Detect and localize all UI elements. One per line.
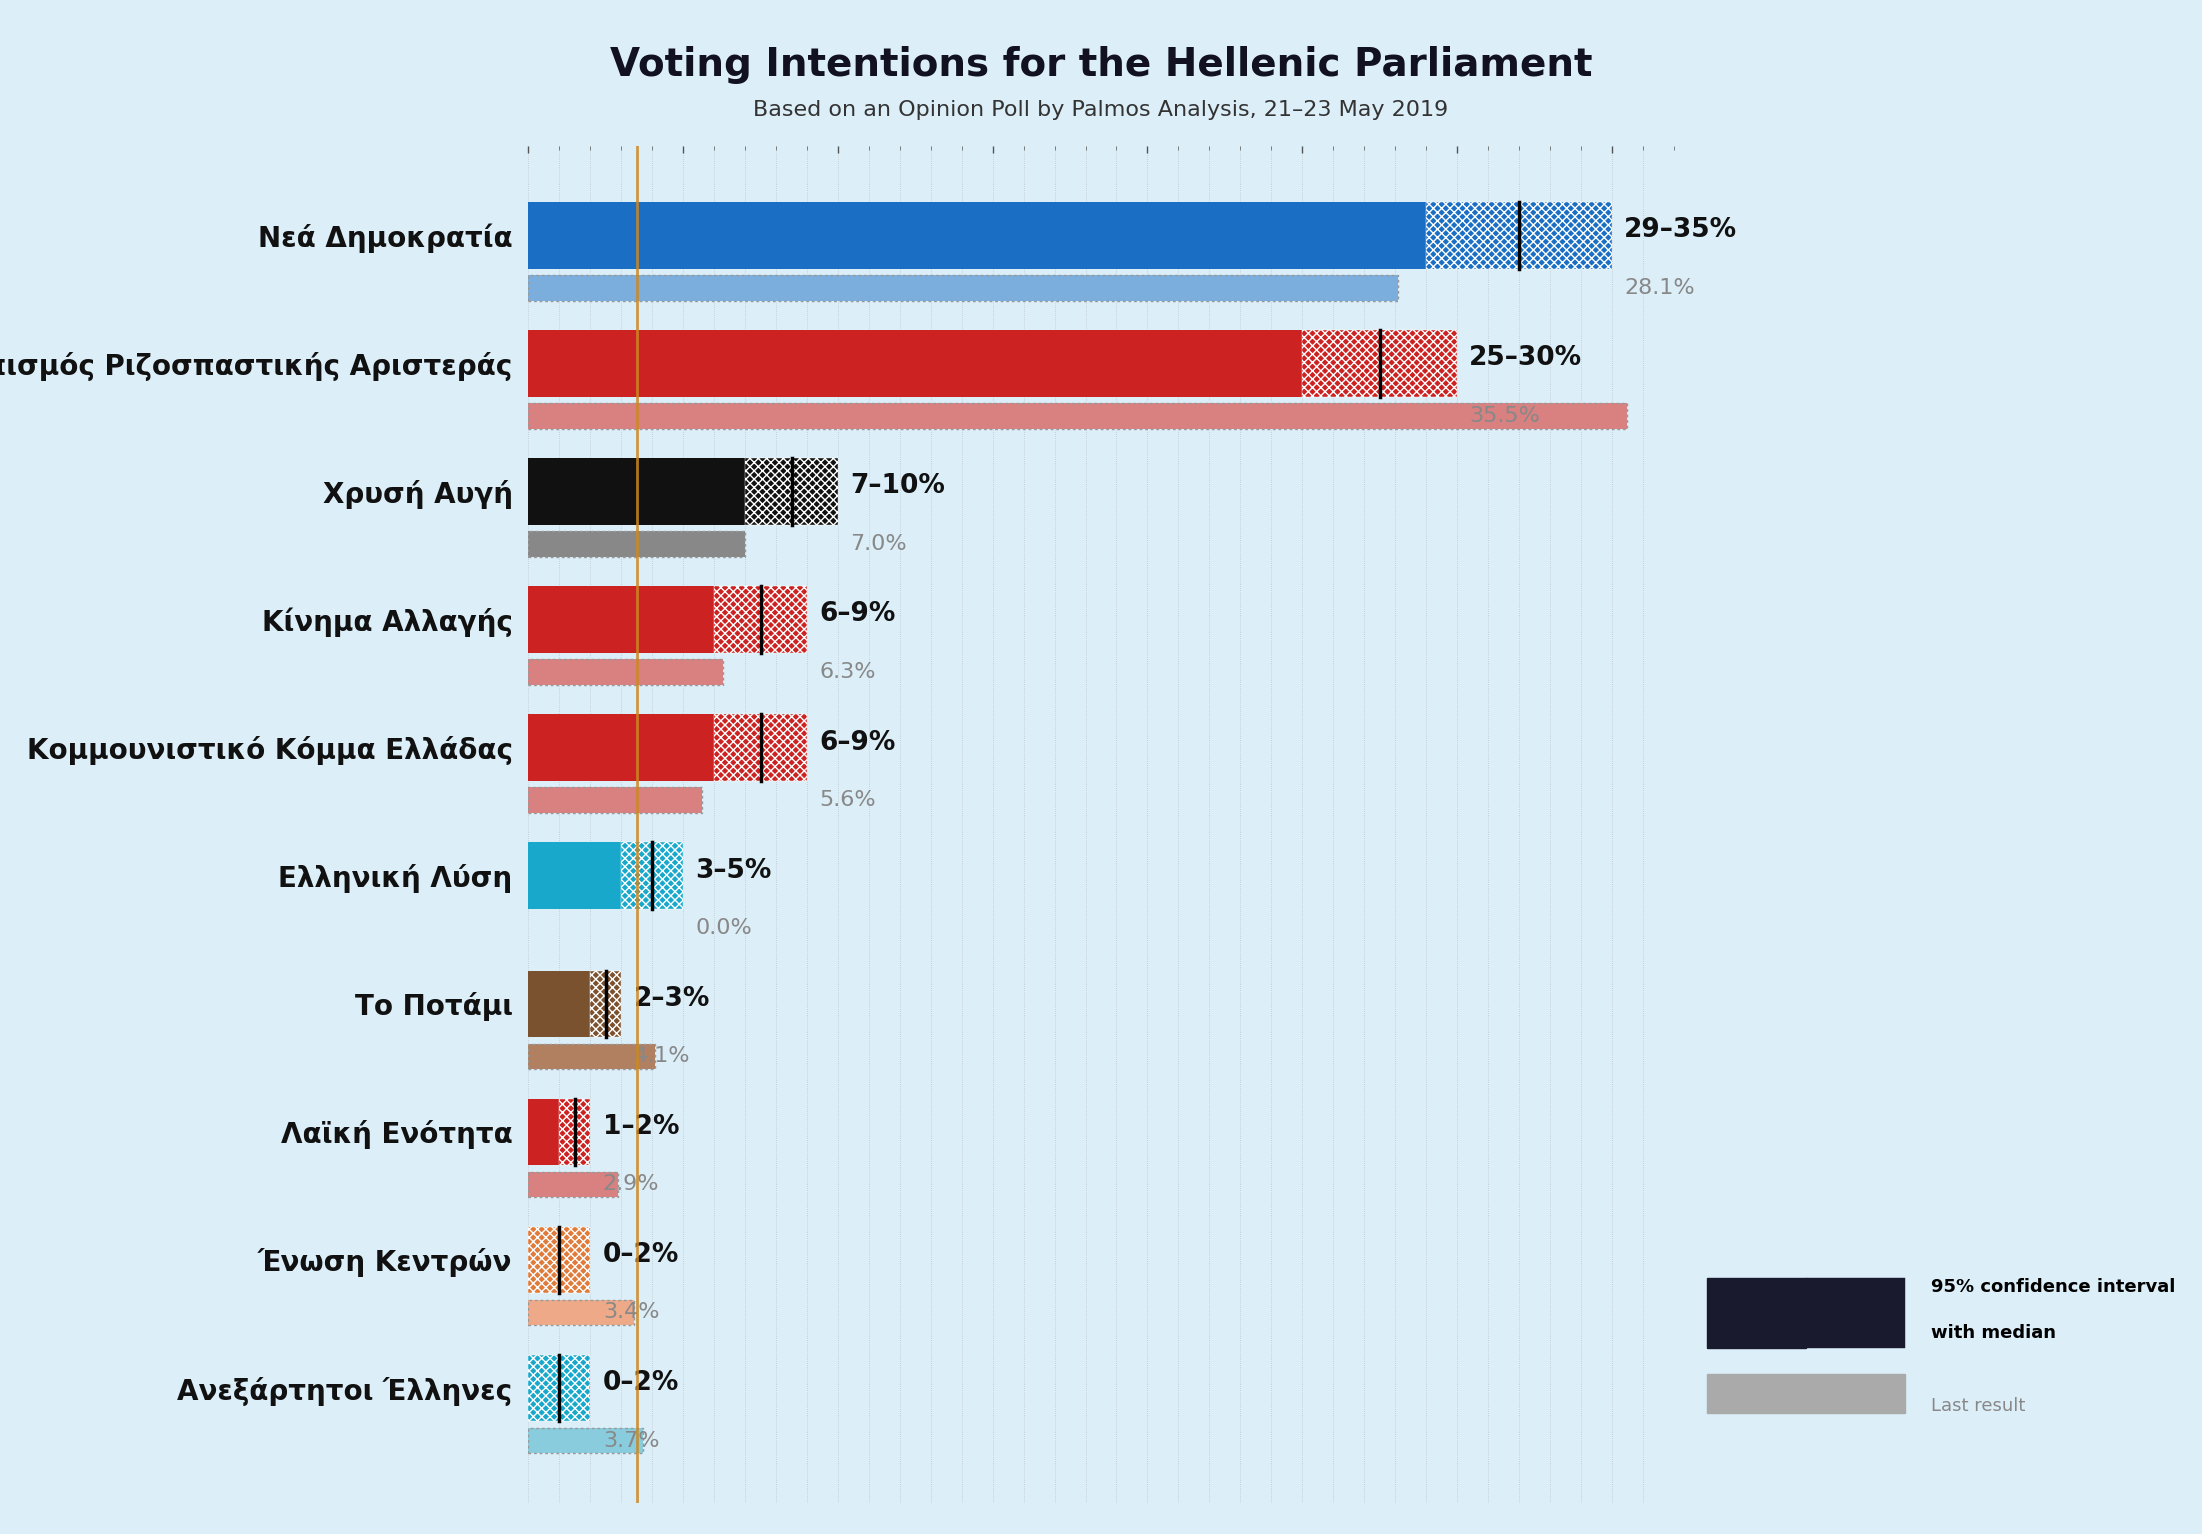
Text: 0–2%: 0–2% <box>603 1243 678 1269</box>
Bar <box>528 1098 559 1166</box>
Bar <box>1806 1278 1905 1347</box>
Text: 7.0%: 7.0% <box>850 534 907 554</box>
Bar <box>528 842 621 910</box>
Text: Based on an Opinion Poll by Palmos Analysis, 21–23 May 2019: Based on an Opinion Poll by Palmos Analy… <box>753 100 1449 120</box>
Bar <box>744 459 839 525</box>
Bar <box>528 1227 590 1293</box>
Bar <box>1301 330 1458 397</box>
Bar <box>528 403 1627 430</box>
Bar <box>528 275 1398 301</box>
Bar <box>590 971 621 1037</box>
Bar <box>559 1098 590 1166</box>
Text: 2–3%: 2–3% <box>634 986 709 1012</box>
Bar <box>528 531 744 557</box>
Text: 5.6%: 5.6% <box>819 790 876 810</box>
Bar <box>528 330 1301 397</box>
Bar <box>528 1043 656 1069</box>
Bar <box>713 715 806 781</box>
Bar <box>528 660 724 684</box>
Bar <box>528 971 590 1037</box>
Text: 3.4%: 3.4% <box>603 1302 658 1322</box>
Bar <box>528 586 713 653</box>
Bar <box>528 1355 590 1422</box>
Bar <box>528 1299 634 1325</box>
Bar <box>528 1428 643 1453</box>
Bar <box>528 459 744 525</box>
Bar <box>528 531 744 557</box>
Bar <box>621 842 683 910</box>
Text: 2.9%: 2.9% <box>603 1175 658 1195</box>
Text: with median: with median <box>1931 1324 2057 1342</box>
Text: Last result: Last result <box>1931 1397 2026 1416</box>
Text: 35.5%: 35.5% <box>1469 407 1539 426</box>
Text: 28.1%: 28.1% <box>1625 278 1696 298</box>
Bar <box>528 715 713 781</box>
Text: 1–2%: 1–2% <box>603 1114 678 1140</box>
Text: 7–10%: 7–10% <box>850 474 945 500</box>
Text: 3–5%: 3–5% <box>696 858 773 884</box>
Text: 4.1%: 4.1% <box>634 1046 689 1066</box>
Text: 0–2%: 0–2% <box>603 1370 678 1396</box>
Bar <box>528 403 1627 430</box>
Bar <box>528 202 1427 268</box>
Text: 95% confidence interval: 95% confidence interval <box>1931 1278 2176 1296</box>
Text: 6–9%: 6–9% <box>819 601 896 627</box>
Bar <box>1427 202 1612 268</box>
Text: 6–9%: 6–9% <box>819 730 896 756</box>
Bar <box>528 1299 634 1325</box>
Text: 25–30%: 25–30% <box>1469 345 1583 371</box>
Text: 0.0%: 0.0% <box>696 919 753 939</box>
Text: 3.7%: 3.7% <box>603 1431 658 1451</box>
Text: 6.3%: 6.3% <box>819 663 876 683</box>
Text: 29–35%: 29–35% <box>1625 218 1737 244</box>
Bar <box>1707 1373 1905 1413</box>
Bar <box>528 787 702 813</box>
Bar <box>528 1172 619 1197</box>
Bar <box>528 1428 643 1453</box>
Bar <box>528 1172 619 1197</box>
Text: Voting Intentions for the Hellenic Parliament: Voting Intentions for the Hellenic Parli… <box>610 46 1592 84</box>
Bar <box>713 586 806 653</box>
Bar <box>528 660 724 684</box>
Bar <box>528 1043 656 1069</box>
Bar <box>528 275 1398 301</box>
Bar <box>1707 1278 1806 1347</box>
Bar <box>528 787 702 813</box>
